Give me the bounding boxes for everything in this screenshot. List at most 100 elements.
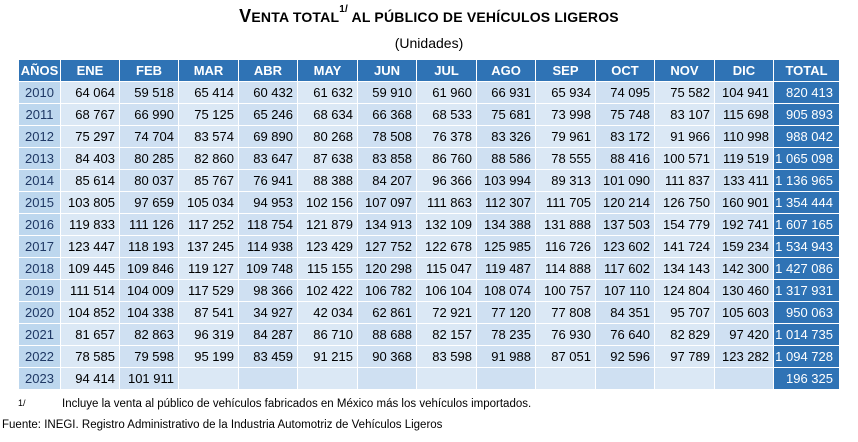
value-cell: 134 143 [654,257,715,280]
value-cell: 66 368 [357,103,417,126]
column-header-feb: FEB [119,59,179,82]
value-cell: 96 319 [178,323,239,346]
year-cell: 2015 [18,191,61,214]
value-cell: 107 110 [595,279,655,302]
value-cell: 87 541 [178,301,239,324]
value-cell: 42 034 [297,301,358,324]
column-header-mar: MAR [178,59,239,82]
value-cell: 83 574 [178,125,239,148]
value-cell: 85 614 [60,169,120,192]
value-cell: 118 193 [119,235,179,258]
value-cell: 76 930 [535,323,596,346]
column-header-oct: OCT [595,59,655,82]
value-cell: 97 420 [714,323,774,346]
value-cell [476,367,536,390]
value-cell: 115 155 [297,257,358,280]
value-cell: 76 640 [595,323,655,346]
value-cell: 74 095 [595,81,655,104]
year-cell: 2018 [18,257,61,280]
value-cell: 102 422 [297,279,358,302]
value-cell: 117 602 [595,257,655,280]
value-cell: 115 698 [714,103,774,126]
year-cell: 2017 [18,235,61,258]
value-cell: 59 518 [119,81,179,104]
table-row: 2023 94 414 101 911 196 325 [18,367,840,390]
footnote-mark: 1/ [18,398,26,408]
value-cell: 101 911 [119,367,179,390]
table-row: 2013 84 403 80 285 82 860 83 647 87 638 83 858… [18,147,840,170]
value-cell: 62 861 [357,301,417,324]
value-cell: 118 754 [238,213,298,236]
value-cell: 80 268 [297,125,358,148]
total-cell: 1 014 735 [773,323,840,346]
value-cell: 83 459 [238,345,298,368]
value-cell: 114 888 [535,257,596,280]
value-cell: 66 990 [119,103,179,126]
value-cell: 86 760 [416,147,477,170]
value-cell: 119 487 [476,257,536,280]
value-cell: 66 931 [476,81,536,104]
value-cell: 84 287 [238,323,298,346]
year-cell: 2020 [18,301,61,324]
value-cell: 61 632 [297,81,358,104]
value-cell: 110 998 [714,125,774,148]
value-cell: 83 326 [476,125,536,148]
value-cell: 73 998 [535,103,596,126]
year-cell: 2016 [18,213,61,236]
value-cell: 84 207 [357,169,417,192]
value-cell: 122 678 [416,235,477,258]
value-cell: 103 805 [60,191,120,214]
column-header-sep: SEP [535,59,596,82]
value-cell: 131 888 [535,213,596,236]
value-cell: 111 514 [60,279,120,302]
value-cell: 192 741 [714,213,774,236]
total-cell: 1 534 943 [773,235,840,258]
value-cell: 100 757 [535,279,596,302]
year-cell: 2013 [18,147,61,170]
value-cell: 106 782 [357,279,417,302]
value-cell: 60 432 [238,81,298,104]
value-cell: 104 941 [714,81,774,104]
value-cell: 91 966 [654,125,715,148]
value-cell: 142 300 [714,257,774,280]
column-header-may: MAY [297,59,358,82]
value-cell: 104 852 [60,301,120,324]
title-initial: V [239,6,252,26]
value-cell: 132 109 [416,213,477,236]
value-cell: 104 009 [119,279,179,302]
value-cell: 88 586 [476,147,536,170]
year-cell: 2023 [18,367,61,390]
table-row: 2020 104 852 104 338 87 541 34 927 42 034 62 8… [18,301,840,324]
value-cell: 88 688 [357,323,417,346]
value-cell: 141 724 [654,235,715,258]
value-cell: 111 705 [535,191,596,214]
table-row: 2019 111 514 104 009 117 529 98 366 102 422 10… [18,279,840,302]
value-cell: 160 901 [714,191,774,214]
value-cell: 68 767 [60,103,120,126]
value-cell: 83 172 [595,125,655,148]
value-cell [357,367,417,390]
value-cell: 107 097 [357,191,417,214]
value-cell: 117 529 [178,279,239,302]
value-cell [238,367,298,390]
value-cell: 82 157 [416,323,477,346]
table-row: 2018 109 445 109 846 119 127 109 748 115 155 1… [18,257,840,280]
value-cell: 82 860 [178,147,239,170]
value-cell: 91 988 [476,345,536,368]
value-cell: 95 199 [178,345,239,368]
value-cell: 123 282 [714,345,774,368]
value-cell: 81 657 [60,323,120,346]
value-cell: 59 910 [357,81,417,104]
page-subtitle: (Unidades) [394,35,464,51]
value-cell: 123 429 [297,235,358,258]
value-cell [297,367,358,390]
value-cell: 159 234 [714,235,774,258]
total-cell: 1 607 165 [773,213,840,236]
table-header-row: AÑOS ENE FEB MAR ABR MAY JUN JUL AGO SEP OCT NOV DIC… [18,59,840,82]
page-title: VENTA TOTAL1/ AL PÚBLICO DE VEHÍCULOS LI… [0,4,858,27]
value-cell: 102 156 [297,191,358,214]
value-cell: 76 941 [238,169,298,192]
value-cell: 76 378 [416,125,477,148]
value-cell: 77 808 [535,301,596,324]
value-cell: 74 704 [119,125,179,148]
